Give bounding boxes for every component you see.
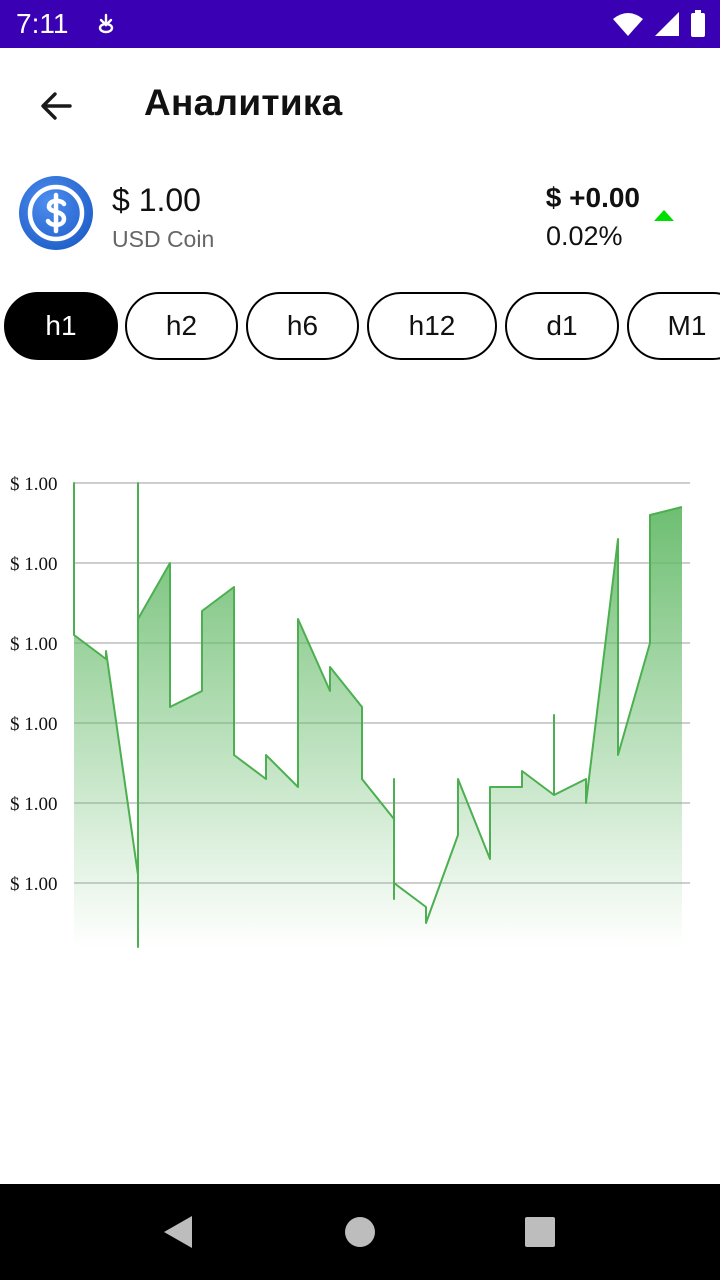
recents-square-icon[interactable] xyxy=(524,1216,556,1248)
status-icons xyxy=(612,10,706,38)
y-tick-label: $ 1.00 xyxy=(10,714,58,735)
interval-chip-m1[interactable]: M1 xyxy=(627,292,720,360)
coin-price: $ 1.00 xyxy=(112,182,201,218)
price-change-value: $ +0.00 xyxy=(545,182,640,213)
home-circle-icon[interactable] xyxy=(343,1215,377,1249)
y-axis-labels: $ 1.00 $ 1.00 $ 1.00 $ 1.00 $ 1.00 $ 1.00 xyxy=(10,474,58,895)
chart-area-fill xyxy=(74,483,682,948)
price-change-percent: 0.02% xyxy=(546,221,623,251)
triangle-up-icon xyxy=(654,210,674,221)
price-chart[interactable]: $ 1.00 $ 1.00 $ 1.00 $ 1.00 $ 1.00 $ 1.00 xyxy=(0,440,720,970)
app-bar: Аналитика xyxy=(0,48,720,160)
chart-series-line xyxy=(73,482,683,948)
y-tick-label: $ 1.00 xyxy=(10,474,58,495)
signal-icon xyxy=(655,12,679,36)
status-bar: 7:11 xyxy=(0,0,720,48)
alert-icon xyxy=(98,13,114,34)
arrow-back-icon xyxy=(41,92,72,120)
interval-selector: h1 h2 h6 h12 d1 M1 xyxy=(0,292,720,364)
y-tick-label: $ 1.00 xyxy=(10,874,58,895)
interval-chip-h2[interactable]: h2 xyxy=(125,292,238,360)
coin-summary: $ 1.00 USD Coin $ +0.00 0.02% xyxy=(0,170,720,260)
interval-chip-d1[interactable]: d1 xyxy=(505,292,619,360)
y-tick-label: $ 1.00 xyxy=(10,554,58,575)
interval-chip-h6[interactable]: h6 xyxy=(246,292,359,360)
wifi-icon xyxy=(613,13,643,36)
interval-chip-h12[interactable]: h12 xyxy=(367,292,497,360)
battery-icon xyxy=(691,10,705,37)
navigation-bar xyxy=(0,1184,720,1280)
usd-coin-logo xyxy=(19,176,93,250)
interval-chip-h1[interactable]: h1 xyxy=(4,292,118,360)
back-button[interactable] xyxy=(26,78,86,134)
coin-name: USD Coin xyxy=(112,226,215,252)
page-title: Аналитика xyxy=(144,82,343,123)
back-triangle-icon[interactable] xyxy=(160,1214,196,1250)
y-tick-label: $ 1.00 xyxy=(10,794,58,815)
y-tick-label: $ 1.00 xyxy=(10,634,58,655)
status-time: 7:11 xyxy=(16,8,69,39)
